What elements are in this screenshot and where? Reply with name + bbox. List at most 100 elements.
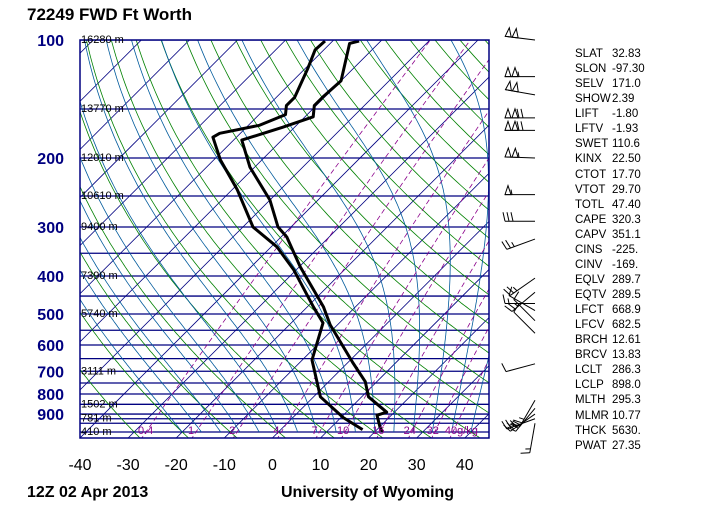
wind-barb-full bbox=[510, 212, 514, 222]
wind-barb-full bbox=[502, 294, 506, 304]
wind-barb-full bbox=[504, 305, 513, 312]
wind-barb bbox=[501, 363, 536, 373]
index-row: SLAT 32.83 bbox=[575, 47, 645, 62]
wind-barb bbox=[503, 277, 536, 296]
dry-adiabat-line bbox=[80, 368, 141, 438]
pressure-tick-label: 600 bbox=[37, 338, 64, 355]
wind-barb-half bbox=[512, 286, 518, 292]
height-label: 3111 m bbox=[81, 365, 116, 377]
index-value: 286.3 bbox=[612, 364, 641, 377]
index-row: LCLT 286.3 bbox=[575, 363, 645, 378]
wind-barb bbox=[504, 119, 535, 131]
index-label: LFTV bbox=[575, 123, 604, 136]
index-value: 320.3 bbox=[612, 213, 641, 226]
wind-barb bbox=[508, 286, 536, 311]
moist-adiabat-line bbox=[84, 40, 298, 433]
wind-barb bbox=[501, 418, 536, 430]
wind-barb-full bbox=[502, 212, 506, 222]
index-value: -169. bbox=[612, 258, 639, 271]
dry-adiabat-line bbox=[80, 311, 190, 438]
index-row: CAPV 351.1 bbox=[575, 228, 645, 243]
wind-barb-staff bbox=[508, 295, 536, 311]
wind-barb bbox=[501, 238, 536, 250]
wind-barb-staff bbox=[519, 400, 536, 427]
index-label: LFCV bbox=[575, 319, 605, 332]
mixing-ratio-line bbox=[191, 40, 471, 438]
index-label: PWAT bbox=[575, 439, 607, 452]
index-row: LFTV -1.93 bbox=[575, 122, 645, 137]
index-value: 668.9 bbox=[612, 304, 641, 317]
wind-barb-pennant bbox=[511, 27, 519, 39]
index-label: SLAT bbox=[575, 48, 603, 60]
index-row: KINX 22.50 bbox=[575, 152, 645, 167]
isotherm-line bbox=[175, 124, 489, 438]
index-row: SELV 171.0 bbox=[575, 77, 645, 92]
height-label: 9400 m bbox=[81, 221, 118, 233]
index-label: LFCT bbox=[575, 304, 604, 317]
wind-barb-half bbox=[511, 421, 515, 427]
data-source: University of Wyoming bbox=[281, 484, 455, 501]
index-label: TOTL bbox=[575, 198, 605, 211]
wind-barb-full bbox=[508, 286, 513, 296]
pressure-tick-label: 200 bbox=[37, 151, 64, 168]
dry-adiabat-line bbox=[235, 40, 489, 325]
index-label: CINS bbox=[575, 243, 603, 256]
index-value: 295.3 bbox=[612, 394, 641, 407]
wind-barb bbox=[504, 107, 535, 119]
dewpoint-profile bbox=[211, 40, 364, 431]
mixing-ratio-label: 10 bbox=[337, 425, 349, 437]
index-label: MLMR bbox=[575, 409, 609, 422]
height-label: 7390 m bbox=[81, 270, 118, 282]
index-value: 2.39 bbox=[612, 93, 635, 106]
moist-adiabat-line bbox=[105, 40, 318, 433]
wind-barb-full bbox=[520, 108, 524, 118]
height-label: 12010 m bbox=[81, 152, 124, 164]
index-row: MLMR 10.77 bbox=[575, 409, 645, 424]
wind-barb-pennant bbox=[504, 119, 512, 131]
wind-barb bbox=[502, 294, 535, 304]
temperature-tick-label: -40 bbox=[68, 457, 91, 474]
wind-barb-staff bbox=[529, 423, 536, 453]
index-value: -1.80 bbox=[612, 108, 639, 121]
wind-barb-staff bbox=[515, 407, 536, 432]
index-row: TOTL 47.40 bbox=[575, 198, 645, 213]
index-label: SHOW bbox=[575, 93, 611, 106]
temperature-tick-label: 0 bbox=[268, 457, 277, 474]
wind-barb-pennant bbox=[504, 79, 512, 92]
isotherm-line bbox=[80, 40, 479, 438]
index-row: LFCV 682.5 bbox=[575, 318, 645, 333]
wind-barb-full bbox=[516, 121, 520, 131]
height-label: 10610 m bbox=[81, 190, 124, 202]
wind-barb-pennant bbox=[504, 146, 512, 158]
wind-barb-staff bbox=[513, 311, 536, 334]
isotherm-line bbox=[368, 317, 489, 438]
isotherm-line bbox=[80, 40, 335, 295]
wind-barb-full bbox=[516, 108, 520, 118]
index-row: CINS -225. bbox=[575, 243, 645, 258]
mixing-ratio-label: 7 bbox=[312, 425, 318, 437]
index-value: 289.7 bbox=[612, 273, 641, 286]
index-row: BRCH 12.61 bbox=[575, 333, 645, 348]
wind-barb-full bbox=[520, 121, 524, 131]
index-value: 898.0 bbox=[612, 379, 641, 392]
index-row: SWET 110.6 bbox=[575, 137, 645, 152]
index-row: CINV -169. bbox=[575, 258, 645, 273]
index-value: 682.5 bbox=[612, 319, 641, 332]
temperature-tick-label: 30 bbox=[408, 457, 426, 474]
wind-barb-full bbox=[505, 419, 511, 428]
wind-barb-staff bbox=[510, 277, 536, 296]
wind-barb-pennant bbox=[511, 119, 519, 131]
wind-barb-full bbox=[513, 419, 523, 424]
index-label: EQLV bbox=[575, 273, 605, 286]
stability-indices-list: SLAT 32.83 SLON -97.30 SELV 171.0 SHOW2.39 LIFT… bbox=[575, 47, 645, 454]
index-label: VTOT bbox=[575, 183, 606, 196]
index-row: CAPE 320.3 bbox=[575, 213, 645, 228]
wind-barb-pennant bbox=[511, 107, 519, 119]
index-value: 27.35 bbox=[612, 439, 641, 452]
index-row: SHOW2.39 bbox=[575, 92, 645, 107]
temperature-tick-label: 20 bbox=[360, 457, 378, 474]
index-label: LIFT bbox=[575, 108, 599, 121]
wind-barb-half bbox=[507, 298, 510, 304]
moist-adiabat-line bbox=[450, 40, 489, 433]
mixing-ratio-label: 4 bbox=[273, 425, 279, 437]
